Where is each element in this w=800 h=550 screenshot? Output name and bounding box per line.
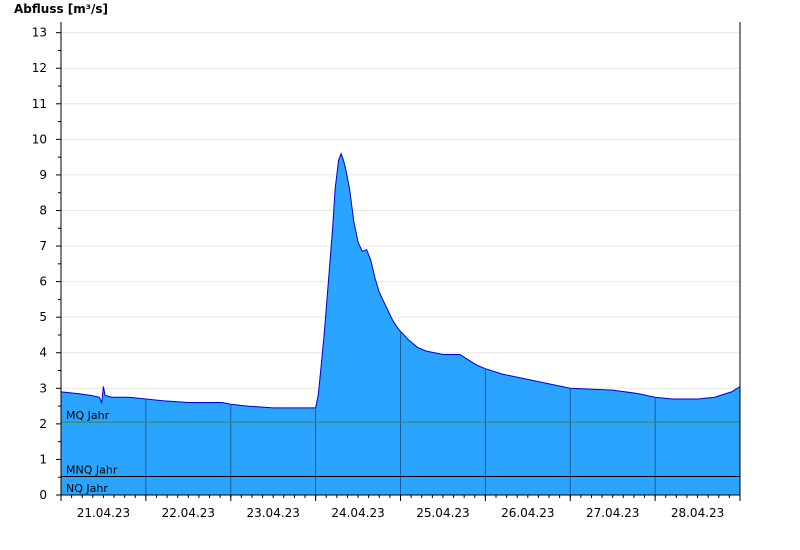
x-tick-label: 27.04.23 xyxy=(586,506,639,520)
grid xyxy=(61,32,740,460)
y-tick-label: 8 xyxy=(39,203,47,217)
x-tick-label: 21.04.23 xyxy=(77,506,130,520)
discharge-line xyxy=(60,152,741,409)
reference-label: MNQ Jahr xyxy=(66,464,118,477)
y-tick-label: 5 xyxy=(39,310,47,324)
y-tick-label: 10 xyxy=(32,132,47,146)
y-tick-label: 3 xyxy=(39,381,47,395)
x-tick-label: 22.04.23 xyxy=(162,506,215,520)
x-tick-label: 23.04.23 xyxy=(246,506,299,520)
reference-label: MQ Jahr xyxy=(66,409,110,422)
y-tick-label: 7 xyxy=(39,239,47,253)
y-tick-label: 13 xyxy=(32,26,47,40)
y-tick-label: 11 xyxy=(32,97,47,111)
x-tick-label: 26.04.23 xyxy=(501,506,554,520)
reference-lines: MQ Jahr MNQ Jahr NQ Jahr xyxy=(61,409,740,495)
reference-label: NQ Jahr xyxy=(66,482,108,495)
y-axis-label: Abfluss [m³/s] xyxy=(14,2,108,16)
x-tick-label: 24.04.23 xyxy=(331,506,384,520)
y-tick-label: 4 xyxy=(39,346,47,360)
y-tick-label: 1 xyxy=(39,452,47,466)
x-tick-label: 25.04.23 xyxy=(416,506,469,520)
y-tick-label: 12 xyxy=(32,61,47,75)
day-separators xyxy=(145,331,656,495)
y-tick-label: 2 xyxy=(39,417,47,431)
y-tick-label: 9 xyxy=(39,168,47,182)
y-tick-label: 0 xyxy=(39,488,47,502)
y-tick-label: 6 xyxy=(39,275,47,289)
x-tick-label: 28.04.23 xyxy=(671,506,724,520)
